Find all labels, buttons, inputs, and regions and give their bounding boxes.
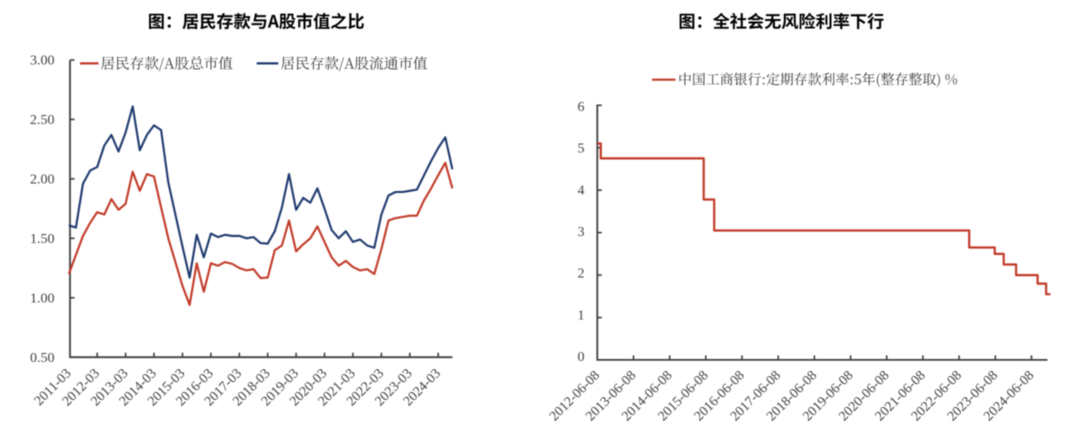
svg-text:1.50: 1.50 [30, 232, 55, 247]
svg-text:1.00: 1.00 [30, 291, 55, 306]
svg-text:3: 3 [578, 225, 585, 240]
svg-text:0.50: 0.50 [30, 351, 55, 366]
svg-text:5: 5 [578, 142, 585, 157]
svg-text:0: 0 [578, 350, 585, 365]
svg-text:3.00: 3.00 [30, 54, 55, 69]
svg-text:6: 6 [578, 100, 585, 115]
svg-text:4: 4 [578, 183, 585, 198]
svg-text:2.00: 2.00 [30, 173, 55, 188]
svg-text:1: 1 [578, 308, 585, 323]
svg-text:2.50: 2.50 [30, 113, 55, 128]
svg-text:2: 2 [578, 267, 585, 282]
